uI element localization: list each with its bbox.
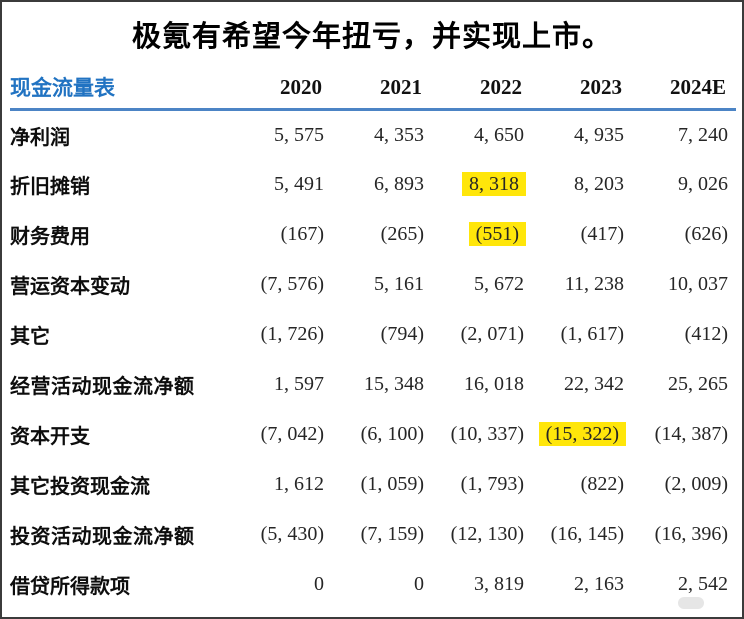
table-name-header: 现金流量表 xyxy=(10,77,115,100)
value-cell: 3, 819 xyxy=(474,573,524,595)
row-label: 经营活动现金流净额 xyxy=(10,376,195,398)
value-cell: 5, 672 xyxy=(474,273,524,295)
value-cell: (7, 042) xyxy=(260,423,324,445)
table-header-row: 现金流量表 2020 2021 2022 2023 2024E xyxy=(10,66,736,110)
row-label: 其它投资现金流 xyxy=(10,476,150,498)
table-row: 营运资本变动 (7, 576) 5, 161 5, 672 11, 238 10… xyxy=(10,260,736,310)
value-cell: 5, 575 xyxy=(274,123,324,146)
row-label: 财务费用 xyxy=(10,226,90,248)
value-cell: (412) xyxy=(684,323,728,345)
table-row: 财务费用 (167) (265) (551) (417) (626) xyxy=(10,210,736,260)
value-cell: 6, 893 xyxy=(374,173,424,195)
value-cell: 2, 542 xyxy=(678,573,728,595)
table-row: 净利润 5, 575 4, 353 4, 650 4, 935 7, 240 xyxy=(10,110,736,160)
value-cell: (10, 337) xyxy=(450,423,524,445)
year-header-2023: 2023 xyxy=(580,74,622,99)
value-cell: 4, 650 xyxy=(474,123,524,146)
table-row: 其它投资现金流 1, 612 (1, 059) (1, 793) (822) (… xyxy=(10,460,736,510)
value-cell: 16, 018 xyxy=(464,373,524,395)
value-cell: 4, 935 xyxy=(574,123,624,146)
row-label: 净利润 xyxy=(10,126,70,149)
row-label: 投资活动现金流净额 xyxy=(10,526,195,548)
row-label: 其它 xyxy=(10,326,50,348)
value-cell: (16, 396) xyxy=(654,523,728,545)
year-header-2020: 2020 xyxy=(280,74,322,99)
page-title: 极氪有希望今年扭亏，并实现上市。 xyxy=(131,21,612,53)
value-cell: (7, 576) xyxy=(260,273,324,295)
value-cell: (794) xyxy=(380,323,424,345)
value-cell: 0 xyxy=(414,573,424,595)
table-row: 资本开支 (7, 042) (6, 100) (10, 337) (15, 32… xyxy=(10,410,736,460)
row-label: 营运资本变动 xyxy=(10,276,130,298)
value-cell-highlighted: 8, 318 xyxy=(432,160,532,210)
value-cell: (12, 130) xyxy=(450,523,524,545)
value-cell-highlighted: (15, 322) xyxy=(532,410,632,460)
value-cell: (1, 726) xyxy=(260,323,324,345)
value-cell: (1, 617) xyxy=(560,323,624,345)
value-cell: (265) xyxy=(380,223,424,245)
table-row: 借贷所得款项 0 0 3, 819 2, 163 2, 542 xyxy=(10,560,736,610)
value-cell-highlighted: (551) xyxy=(432,210,532,260)
row-label: 资本开支 xyxy=(10,426,90,448)
row-label: 折旧摊销 xyxy=(10,176,90,198)
value-cell: 5, 161 xyxy=(374,273,424,295)
value-cell: (16, 145) xyxy=(550,523,624,545)
value-cell: 0 xyxy=(314,573,324,595)
value-cell: 5, 491 xyxy=(274,173,324,195)
value-cell: 22, 342 xyxy=(564,373,624,395)
value-cell: (2, 071) xyxy=(460,323,524,345)
value-cell: 2, 163 xyxy=(574,573,624,595)
year-header-2022: 2022 xyxy=(480,74,522,99)
value-cell: 4, 353 xyxy=(374,123,424,146)
value-cell: (167) xyxy=(280,223,324,245)
year-header-2024e: 2024E xyxy=(669,74,726,99)
value-cell: 7, 240 xyxy=(678,123,728,146)
value-cell: (5, 430) xyxy=(260,523,324,545)
table-row-total-operating: 经营活动现金流净额 1, 597 15, 348 16, 018 22, 342… xyxy=(10,360,736,410)
value-cell: (14, 387) xyxy=(654,423,728,445)
value-cell: 8, 203 xyxy=(574,173,624,195)
value-cell: (1, 793) xyxy=(460,473,524,495)
year-header-2021: 2021 xyxy=(380,74,422,99)
value-cell: (822) xyxy=(580,473,624,495)
value-cell: 9, 026 xyxy=(678,173,728,195)
value-cell: (626) xyxy=(684,223,728,245)
value-cell: 1, 597 xyxy=(274,373,324,395)
watermark xyxy=(678,597,704,609)
value-cell: 10, 037 xyxy=(668,273,728,295)
value-cell: 25, 265 xyxy=(668,373,728,395)
table-row-total-investing: 投资活动现金流净额 (5, 430) (7, 159) (12, 130) (1… xyxy=(10,510,736,560)
value-cell: (1, 059) xyxy=(360,473,424,495)
row-label: 借贷所得款项 xyxy=(10,576,130,598)
value-cell: (2, 009) xyxy=(664,473,728,495)
table-row: 其它 (1, 726) (794) (2, 071) (1, 617) (412… xyxy=(10,310,736,360)
table-row: 折旧摊销 5, 491 6, 893 8, 318 8, 203 9, 026 xyxy=(10,160,736,210)
value-cell: (417) xyxy=(580,223,624,245)
value-cell: 1, 612 xyxy=(274,473,324,495)
value-cell: 11, 238 xyxy=(564,273,624,295)
cashflow-table: 现金流量表 2020 2021 2022 2023 2024E 净利润 5, 5… xyxy=(10,66,736,610)
value-cell: (7, 159) xyxy=(360,523,424,545)
value-cell: 15, 348 xyxy=(364,373,424,395)
value-cell: (6, 100) xyxy=(360,423,424,445)
